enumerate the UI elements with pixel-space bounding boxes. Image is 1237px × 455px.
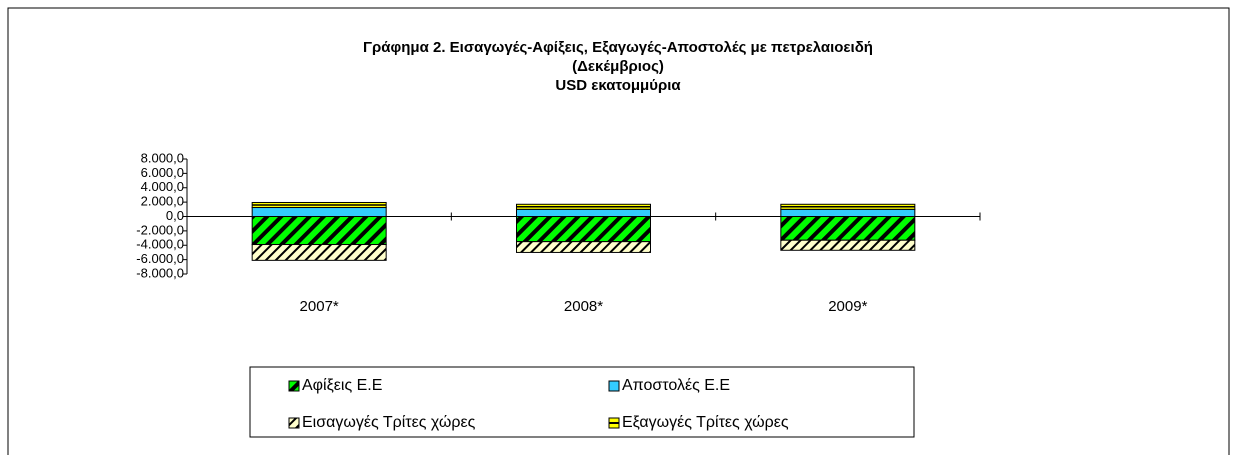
chart-border (7, 7, 1230, 455)
bar (251, 244, 387, 261)
legend-swatch (288, 380, 300, 392)
bar (516, 208, 651, 217)
y-tick-label: 2.000,0 (141, 194, 184, 209)
bar (251, 216, 387, 246)
bar (516, 241, 651, 253)
chart-title: (Δεκέμβριος) (572, 58, 664, 75)
legend-box (249, 366, 915, 438)
legend-swatch (608, 380, 620, 392)
x-tick-label: 2008* (564, 298, 603, 315)
legend-label: Εξαγωγές Τρίτες χώρες (622, 414, 789, 431)
bar (780, 239, 916, 251)
legend-label: Εισαγωγές Τρίτες χώρες (302, 414, 476, 431)
y-tick-label: -2.000,0 (136, 222, 184, 237)
y-tick-label: 4.000,0 (141, 179, 184, 194)
y-tick-label: -6.000,0 (136, 251, 184, 266)
x-tick-label: 2007* (300, 298, 339, 315)
y-tick-label: -8.000,0 (136, 265, 184, 280)
legend-swatch (288, 417, 300, 429)
x-tick-label: 2009* (828, 298, 867, 315)
bar (251, 207, 387, 217)
bar (516, 216, 651, 243)
chart-title: Γράφημα 2. Εισαγωγές-Αφίξεις, Εξαγωγές-Α… (363, 39, 873, 56)
y-tick-label: 6.000,0 (141, 165, 184, 180)
y-tick-label: 0,0 (166, 208, 184, 223)
y-tick-label: 8.000,0 (141, 150, 184, 165)
y-tick-label: -4.000,0 (136, 237, 184, 252)
legend-label: Αφίξεις Ε.Ε (302, 377, 382, 394)
bar (780, 208, 916, 217)
legend-label: Αποστολές Ε.Ε (622, 377, 730, 394)
bar (780, 216, 916, 241)
chart-title: USD εκατομμύρια (555, 77, 681, 94)
